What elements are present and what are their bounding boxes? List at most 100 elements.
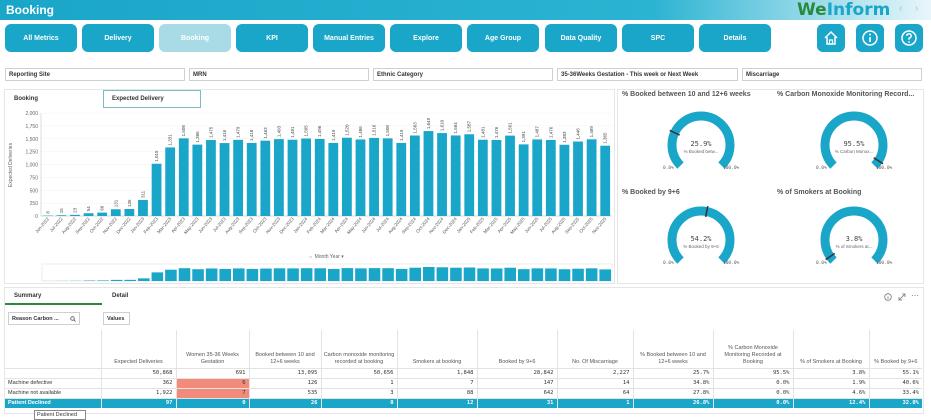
table-cell: 1: [320, 377, 397, 388]
bar-value-label: 1,496: [317, 125, 322, 137]
bar: [178, 138, 189, 216]
bar: [396, 142, 407, 216]
column-header[interactable]: % of Smokers at Booking: [792, 330, 869, 368]
bar: [83, 213, 94, 216]
navigator-bar: [355, 268, 367, 281]
bar-value-label: 1,561: [508, 122, 513, 134]
column-header[interactable]: Expected Deliveries: [100, 330, 176, 368]
gauge-min-label: 0.0%: [816, 260, 827, 266]
nav-booking[interactable]: Booking: [159, 24, 231, 52]
bar: [274, 139, 284, 216]
nav-age-group[interactable]: Age Group: [467, 24, 539, 52]
bar: [287, 139, 298, 216]
more-icon[interactable]: ⋯: [911, 291, 919, 300]
forward-icon[interactable]: ›: [915, 3, 919, 14]
table-cell: 1,848: [396, 367, 477, 378]
home-button[interactable]: [817, 24, 845, 52]
table-cell: 0: [320, 397, 397, 408]
table-cell: 13,095: [248, 367, 321, 378]
nav-data-quality[interactable]: Data Quality: [545, 24, 617, 52]
navigator-bar: [341, 268, 354, 281]
column-header[interactable]: % Carbon Monoxide Monitoring Recorded at…: [712, 330, 793, 368]
row-label: Patient Declined: [5, 397, 101, 408]
column-header[interactable]: Booked by 9+6: [476, 330, 557, 368]
tab-expected-delivery-frame[interactable]: [103, 90, 201, 108]
nav-spc[interactable]: SPC: [622, 24, 694, 52]
bar-value-label: 1,463: [263, 127, 268, 139]
column-header[interactable]: % Booked by 9+6: [868, 330, 922, 368]
info-button[interactable]: [856, 24, 884, 52]
navigator-bar: [531, 268, 544, 281]
table-cell: 64: [556, 387, 633, 398]
bar: [437, 133, 447, 216]
filter-gestation[interactable]: 35-36Weeks Gestation - This week or Next…: [557, 68, 738, 81]
table-cell: 26.8%: [632, 397, 713, 408]
table-row[interactable]: Machine not available 1,922 7 535 3 88 642 64 27…: [5, 387, 922, 398]
table-cell: 55.1%: [868, 367, 922, 378]
filter-mrn[interactable]: MRN: [189, 68, 369, 81]
nav-all-metrics[interactable]: All Metrics: [5, 24, 77, 52]
tab-booking[interactable]: Booking: [14, 96, 38, 102]
table-cell: 1,922: [100, 387, 176, 398]
table-cell: 14: [556, 377, 633, 388]
y-tick-label: 1,000: [25, 163, 38, 169]
navigator-bar: [423, 266, 435, 281]
navigator-bar: [178, 268, 191, 281]
gauge-needle: [825, 252, 836, 261]
row-label: Machine defective: [5, 377, 101, 388]
info-small-icon[interactable]: [884, 293, 892, 301]
table-row[interactable]: 50,868 691 13,095 50,656 1,848 28,842 2,227 25.…: [5, 367, 922, 378]
gauge-value: 25.9%: [690, 140, 712, 148]
table-cell: 33.4%: [868, 387, 922, 398]
bar-value-label: 66: [100, 205, 105, 211]
column-header[interactable]: Carbon monoxide monitoring recorded at b…: [320, 330, 397, 368]
column-header[interactable]: Women 35-36 Weeks Gestation: [175, 330, 249, 368]
column-header[interactable]: No. Of Miscarriage: [556, 330, 633, 368]
column-header[interactable]: Smokers at booking: [396, 330, 477, 368]
nav-details[interactable]: Details: [699, 24, 771, 52]
help-button[interactable]: [895, 24, 923, 52]
filter-ethnic-category[interactable]: Ethnic Category: [373, 68, 553, 81]
values-button[interactable]: Values: [103, 312, 130, 325]
navigator-bar: [477, 268, 489, 281]
bar-value-label: 1,416: [222, 129, 227, 141]
kpi-title-smokers: % of Smokers at Booking: [777, 189, 862, 196]
tab-detail[interactable]: Detail: [112, 293, 129, 299]
column-header[interactable]: % Booked between 10 and 12+6 weeks: [632, 330, 713, 368]
nav-kpi[interactable]: KPI: [236, 24, 308, 52]
filter-reporting-site[interactable]: Reporting Site: [5, 68, 185, 81]
bar: [97, 212, 108, 216]
nav-manual-entries[interactable]: Manual Entries: [313, 24, 385, 52]
filter-miscarriage[interactable]: Miscarriage: [742, 68, 922, 81]
navigator-bar: [233, 268, 245, 281]
title-bar: Booking: [0, 0, 931, 20]
table-cell: 7: [396, 377, 477, 388]
table-cell: 642: [476, 387, 557, 398]
bar-value-label: 1,419: [399, 129, 404, 141]
bar: [532, 139, 543, 216]
table-row[interactable]: Machine defective 362 6 126 1 7 147 14 34.8% 0.0%…: [5, 377, 922, 388]
y-tick-label: 1,500: [25, 137, 38, 143]
table-cell: 2,227: [556, 367, 633, 378]
table-row[interactable]: Patient Declined 97 0 26 0 12 31 1 26.8% 0.0% 12.4…: [5, 397, 922, 408]
bar-value-label: 1,015: [154, 150, 159, 162]
table-cell: 28,842: [476, 367, 557, 378]
navigator-bar: [205, 268, 218, 281]
table-cell: 3: [320, 387, 397, 398]
nav-delivery[interactable]: Delivery: [82, 24, 154, 52]
table-cell: 6: [175, 377, 249, 388]
expand-icon[interactable]: [898, 293, 906, 301]
summary-panel: [4, 287, 924, 414]
tab-summary[interactable]: Summary: [14, 293, 42, 299]
nav-explore[interactable]: Explore: [390, 24, 462, 52]
info-icon: [862, 30, 878, 46]
gauge-max-label: 100.0%: [723, 165, 740, 171]
navigator-bar: [382, 268, 394, 281]
column-header[interactable]: Booked between 10 and 12+6 weeks: [248, 330, 321, 368]
back-icon[interactable]: ‹: [899, 3, 903, 14]
column-header[interactable]: [5, 330, 101, 368]
navigator-bar: [97, 280, 109, 281]
dimension-selector[interactable]: Reason Carbon ...: [8, 312, 80, 325]
navigator-bar: [368, 268, 381, 281]
tab-expected-delivery[interactable]: Expected Delivery: [112, 96, 164, 102]
